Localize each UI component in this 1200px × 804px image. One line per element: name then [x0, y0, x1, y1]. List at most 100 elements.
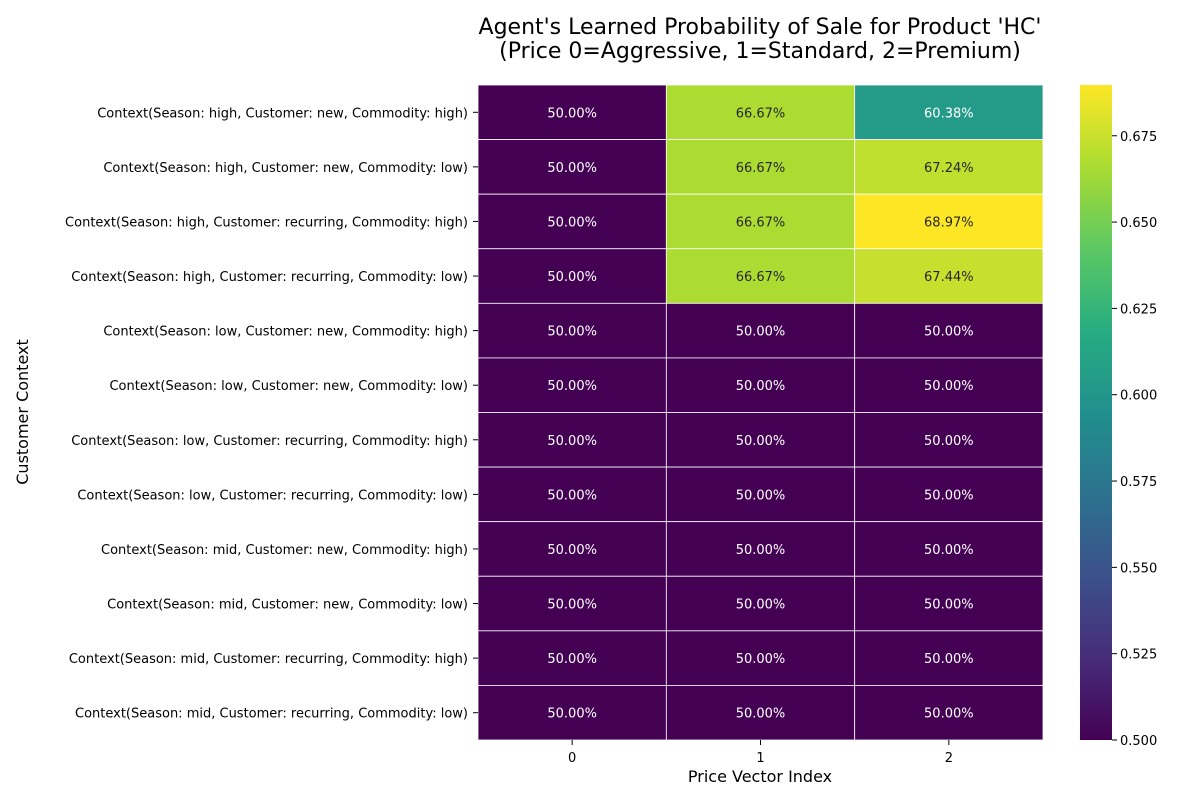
cell-label-r5-c2: 50.00%: [924, 379, 974, 394]
cell-label-r8-c0: 50.00%: [547, 543, 597, 558]
heatmap-cell-r11-c1: [665, 685, 856, 741]
y-tick-label-2: Context(Season: high, Customer: recurrin…: [65, 215, 468, 230]
colorbar-tick-label-4: 0.600: [1120, 389, 1157, 404]
y-tick-label-10: Context(Season: mid, Customer: recurring…: [69, 652, 468, 667]
heatmap-cell-r0-c0: [477, 84, 667, 140]
y-axis-label: Customer Context: [13, 339, 32, 484]
chart-title-line-2: (Price 0=Aggressive, 1=Standard, 2=Premi…: [499, 39, 1021, 64]
heatmap-cell-r5-c2: [854, 357, 1044, 413]
heatmap-cell-r9-c2: [854, 575, 1044, 632]
heatmap-cell-r11-c2: [854, 685, 1044, 741]
cell-label-r8-c1: 50.00%: [736, 543, 786, 558]
cell-label-r9-c1: 50.00%: [736, 598, 786, 613]
y-tick-label-11: Context(Season: mid, Customer: recurring…: [75, 707, 468, 722]
y-tick-label-4: Context(Season: low, Customer: new, Comm…: [103, 325, 468, 340]
cell-label-r3-c0: 50.00%: [547, 270, 597, 285]
y-tick-label-1: Context(Season: high, Customer: new, Com…: [103, 161, 468, 176]
cell-label-r4-c2: 50.00%: [924, 325, 974, 340]
heatmap-cell-r4-c2: [854, 302, 1044, 359]
cell-label-r3-c1: 66.67%: [736, 270, 786, 285]
x-tick-label-2: 2: [945, 751, 953, 766]
cell-label-r2-c2: 68.97%: [924, 215, 974, 230]
cell-label-r0-c2: 60.38%: [924, 106, 974, 121]
heatmap-cell-r4-c1: [665, 302, 856, 359]
cell-label-r4-c1: 50.00%: [736, 325, 786, 340]
cell-label-r3-c2: 67.44%: [924, 270, 974, 285]
heatmap-cell-r4-c0: [477, 302, 667, 359]
colorbar: [1080, 85, 1112, 740]
heatmap-cell-r10-c0: [477, 630, 667, 686]
cell-label-r11-c1: 50.00%: [736, 707, 786, 722]
y-tick-label-0: Context(Season: high, Customer: new, Com…: [97, 106, 468, 121]
colorbar-tick-label-2: 0.550: [1120, 561, 1157, 576]
x-tick-label-0: 0: [568, 751, 576, 766]
heatmap-cell-r3-c0: [477, 248, 667, 304]
colorbar-tick-label-1: 0.525: [1120, 648, 1157, 663]
cell-label-r10-c1: 50.00%: [736, 652, 786, 667]
heatmap-cell-r8-c0: [477, 521, 667, 577]
cell-label-r9-c2: 50.00%: [924, 598, 974, 613]
cell-label-r7-c0: 50.00%: [547, 488, 597, 503]
heatmap-cell-r1-c1: [665, 139, 856, 195]
cell-label-r1-c2: 67.24%: [924, 161, 974, 176]
heatmap-cell-r1-c2: [854, 139, 1044, 195]
heatmap-cell-r5-c1: [665, 357, 856, 413]
cell-label-r7-c2: 50.00%: [924, 488, 974, 503]
colorbar-tick-label-5: 0.625: [1120, 302, 1157, 317]
heatmap-cell-r8-c2: [854, 521, 1044, 577]
heatmap-cell-r0-c1: [665, 84, 856, 140]
y-tick-label-5: Context(Season: low, Customer: new, Comm…: [109, 379, 468, 394]
heatmap-cell-r3-c2: [854, 248, 1044, 304]
y-tick-label-6: Context(Season: low, Customer: recurring…: [71, 434, 468, 449]
colorbar-tick-label-6: 0.650: [1120, 216, 1157, 231]
colorbar-tick-label-7: 0.675: [1120, 130, 1157, 145]
cell-label-r1-c1: 66.67%: [736, 161, 786, 176]
cell-label-r6-c0: 50.00%: [547, 434, 597, 449]
y-axis-ticks: Context(Season: high, Customer: new, Com…: [65, 106, 478, 722]
heatmap-cell-r10-c2: [854, 630, 1044, 686]
colorbar-tick-label-0: 0.500: [1120, 734, 1157, 749]
cell-label-r2-c1: 66.67%: [736, 215, 786, 230]
cell-label-r5-c1: 50.00%: [736, 379, 786, 394]
cell-label-r9-c0: 50.00%: [547, 598, 597, 613]
heatmap-cells: [477, 84, 1044, 741]
cell-label-r11-c0: 50.00%: [547, 707, 597, 722]
cell-label-r2-c0: 50.00%: [547, 215, 597, 230]
cell-label-r6-c1: 50.00%: [736, 434, 786, 449]
heatmap-cell-r9-c0: [477, 575, 667, 632]
heatmap-cell-r7-c0: [477, 466, 667, 523]
cell-label-r6-c2: 50.00%: [924, 434, 974, 449]
cell-label-r7-c1: 50.00%: [736, 488, 786, 503]
y-tick-label-3: Context(Season: high, Customer: recurrin…: [71, 270, 468, 285]
cell-label-r0-c0: 50.00%: [547, 106, 597, 121]
x-axis-ticks: 0 1 2: [568, 740, 953, 766]
colorbar-tick-label-3: 0.575: [1120, 475, 1157, 490]
y-tick-label-7: Context(Season: low, Customer: recurring…: [77, 488, 468, 503]
x-tick-label-1: 1: [756, 751, 764, 766]
cell-label-r10-c0: 50.00%: [547, 652, 597, 667]
heatmap-cell-r9-c1: [665, 575, 856, 632]
cell-label-r4-c0: 50.00%: [547, 325, 597, 340]
cell-label-r8-c2: 50.00%: [924, 543, 974, 558]
heatmap-cell-r6-c1: [665, 412, 856, 468]
y-tick-label-8: Context(Season: mid, Customer: new, Comm…: [101, 543, 468, 558]
heatmap-cell-r1-c0: [477, 139, 667, 195]
cell-label-r1-c0: 50.00%: [547, 161, 597, 176]
cell-label-r11-c2: 50.00%: [924, 707, 974, 722]
heatmap-cell-r7-c2: [854, 466, 1044, 523]
heatmap-cell-r7-c1: [665, 466, 856, 523]
heatmap-cell-r2-c1: [665, 193, 856, 250]
cell-label-r0-c1: 66.67%: [736, 106, 786, 121]
chart-title-line-1: Agent's Learned Probability of Sale for …: [479, 15, 1042, 40]
heatmap-cell-r0-c2: [854, 84, 1044, 140]
heatmap-cell-r6-c2: [854, 412, 1044, 468]
cell-label-r10-c2: 50.00%: [924, 652, 974, 667]
y-tick-label-9: Context(Season: mid, Customer: new, Comm…: [107, 598, 468, 613]
colorbar-ticks: 0.500 0.525 0.550 0.575 0.600 0.625 0.650 0.675: [1112, 130, 1157, 749]
heatmap-cell-r6-c0: [477, 412, 667, 468]
x-axis-label: Price Vector Index: [688, 767, 832, 786]
heatmap-cell-labels: 50.00% 66.67% 60.38% 50.00% 66.67% 67.24% 50.0…: [547, 106, 973, 721]
cell-label-r5-c0: 50.00%: [547, 379, 597, 394]
